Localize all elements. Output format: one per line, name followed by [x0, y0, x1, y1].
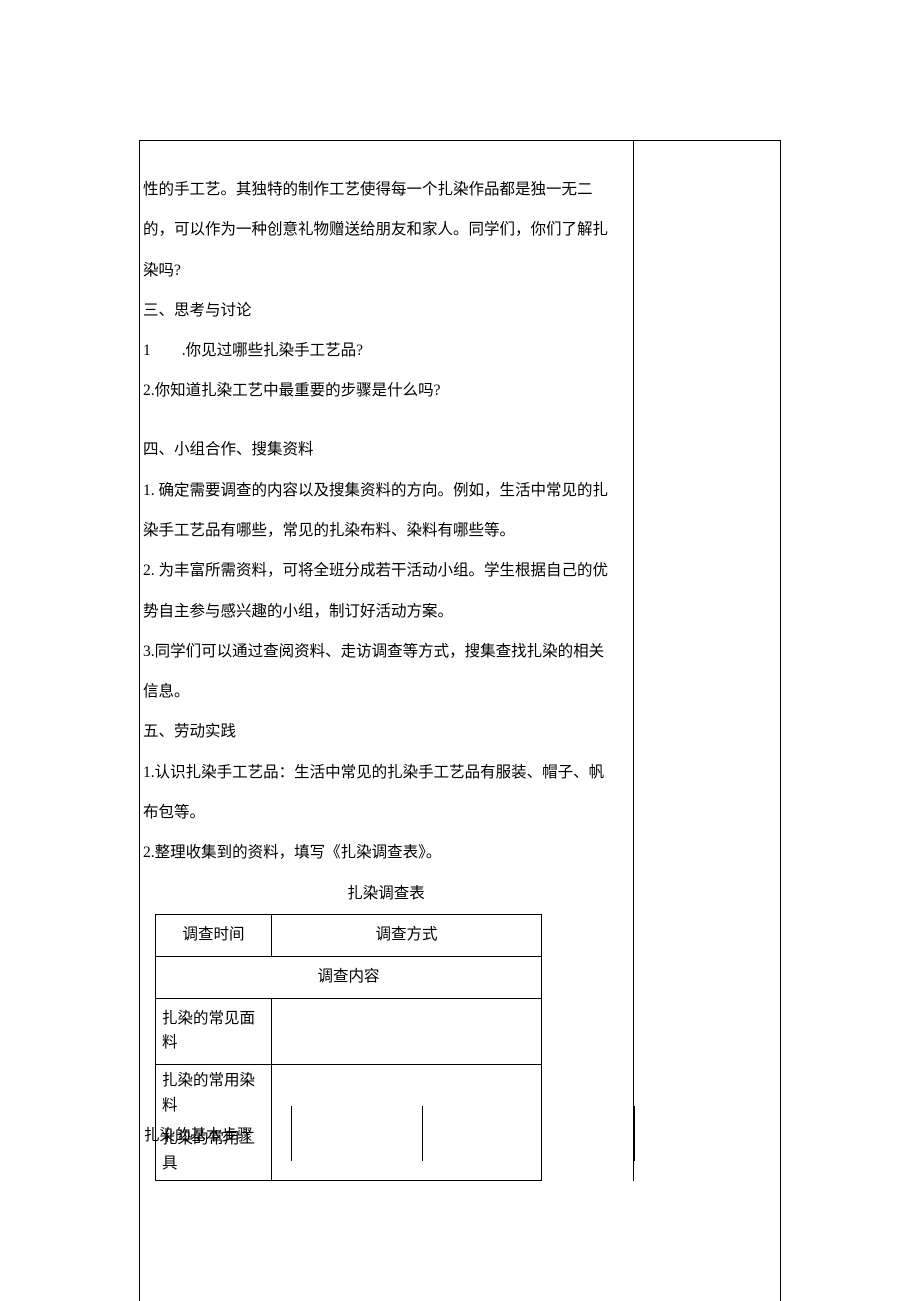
section-heading-4: 四、小组合作、搜集资料 — [143, 430, 629, 470]
list-item: 1. 确定需要调查的内容以及搜集资料的方向。例如，生活中常见的扎 — [143, 471, 629, 511]
item-number: 1 — [143, 331, 151, 371]
paragraph-line: 性的手工艺。其独特的制作工艺使得每一个扎染作品都是独一无二 — [143, 170, 629, 210]
section-heading-5: 五、劳动实践 — [143, 712, 629, 752]
list-item: 1.认识扎染手工艺品：生活中常见的扎染手工艺品有服装、帽子、帆 — [143, 753, 629, 793]
paragraph-line: 的，可以作为一种创意礼物赠送给朋友和家人。同学们，你们了解扎 — [143, 210, 629, 250]
survey-table-title: 扎染调查表 — [143, 874, 629, 914]
survey-content-header: 调查内容 — [156, 956, 542, 998]
list-item: 3.同学们可以通过查阅资料、走访调查等方式，搜集查找扎染的相关 — [143, 632, 629, 672]
steps-cell — [635, 1106, 781, 1161]
paragraph-line: 布包等。 — [143, 793, 629, 833]
paragraph-line: 染手工艺品有哪些，常见的扎染布料、染料有哪些等。 — [143, 511, 629, 551]
table-row: 扎染的常见面料 — [156, 998, 542, 1065]
bottom-steps-table: 扎染的基本步骤 — [139, 1106, 781, 1161]
survey-fabric-value — [272, 998, 542, 1065]
item-text: .你见过哪些扎染手工艺品? — [182, 342, 363, 359]
survey-fabric-label: 扎染的常见面料 — [156, 998, 272, 1065]
paragraph-line: 信息。 — [143, 672, 629, 712]
survey-time-label: 调查时间 — [156, 914, 272, 956]
survey-method-label: 调查方式 — [272, 914, 542, 956]
paragraph-line: 染吗? — [143, 251, 629, 291]
list-item-1: 1 .你见过哪些扎染手工艺品? — [143, 331, 629, 371]
steps-label: 扎染的基本步骤 — [140, 1106, 292, 1161]
main-content-column: 性的手工艺。其独特的制作工艺使得每一个扎染作品都是独一无二 的，可以作为一种创意… — [139, 140, 634, 1181]
list-item-2: 2.你知道扎染工艺中最重要的步骤是什么吗? — [143, 371, 629, 411]
spacer — [143, 412, 629, 431]
steps-cell — [292, 1106, 423, 1161]
steps-cell — [423, 1106, 635, 1161]
table-row: 扎染的基本步骤 — [140, 1106, 781, 1161]
table-row: 调查时间 调查方式 — [156, 914, 542, 956]
section-heading-3: 三、思考与讨论 — [143, 291, 629, 331]
list-item: 2.整理收集到的资料，填写《扎染调查表》。 — [143, 833, 629, 873]
list-item: 2. 为丰富所需资料，可将全班分成若干活动小组。学生根据自己的优 — [143, 551, 629, 591]
table-row: 调查内容 — [156, 956, 542, 998]
paragraph-line: 势自主参与感兴趣的小组，制订好活动方案。 — [143, 592, 629, 632]
